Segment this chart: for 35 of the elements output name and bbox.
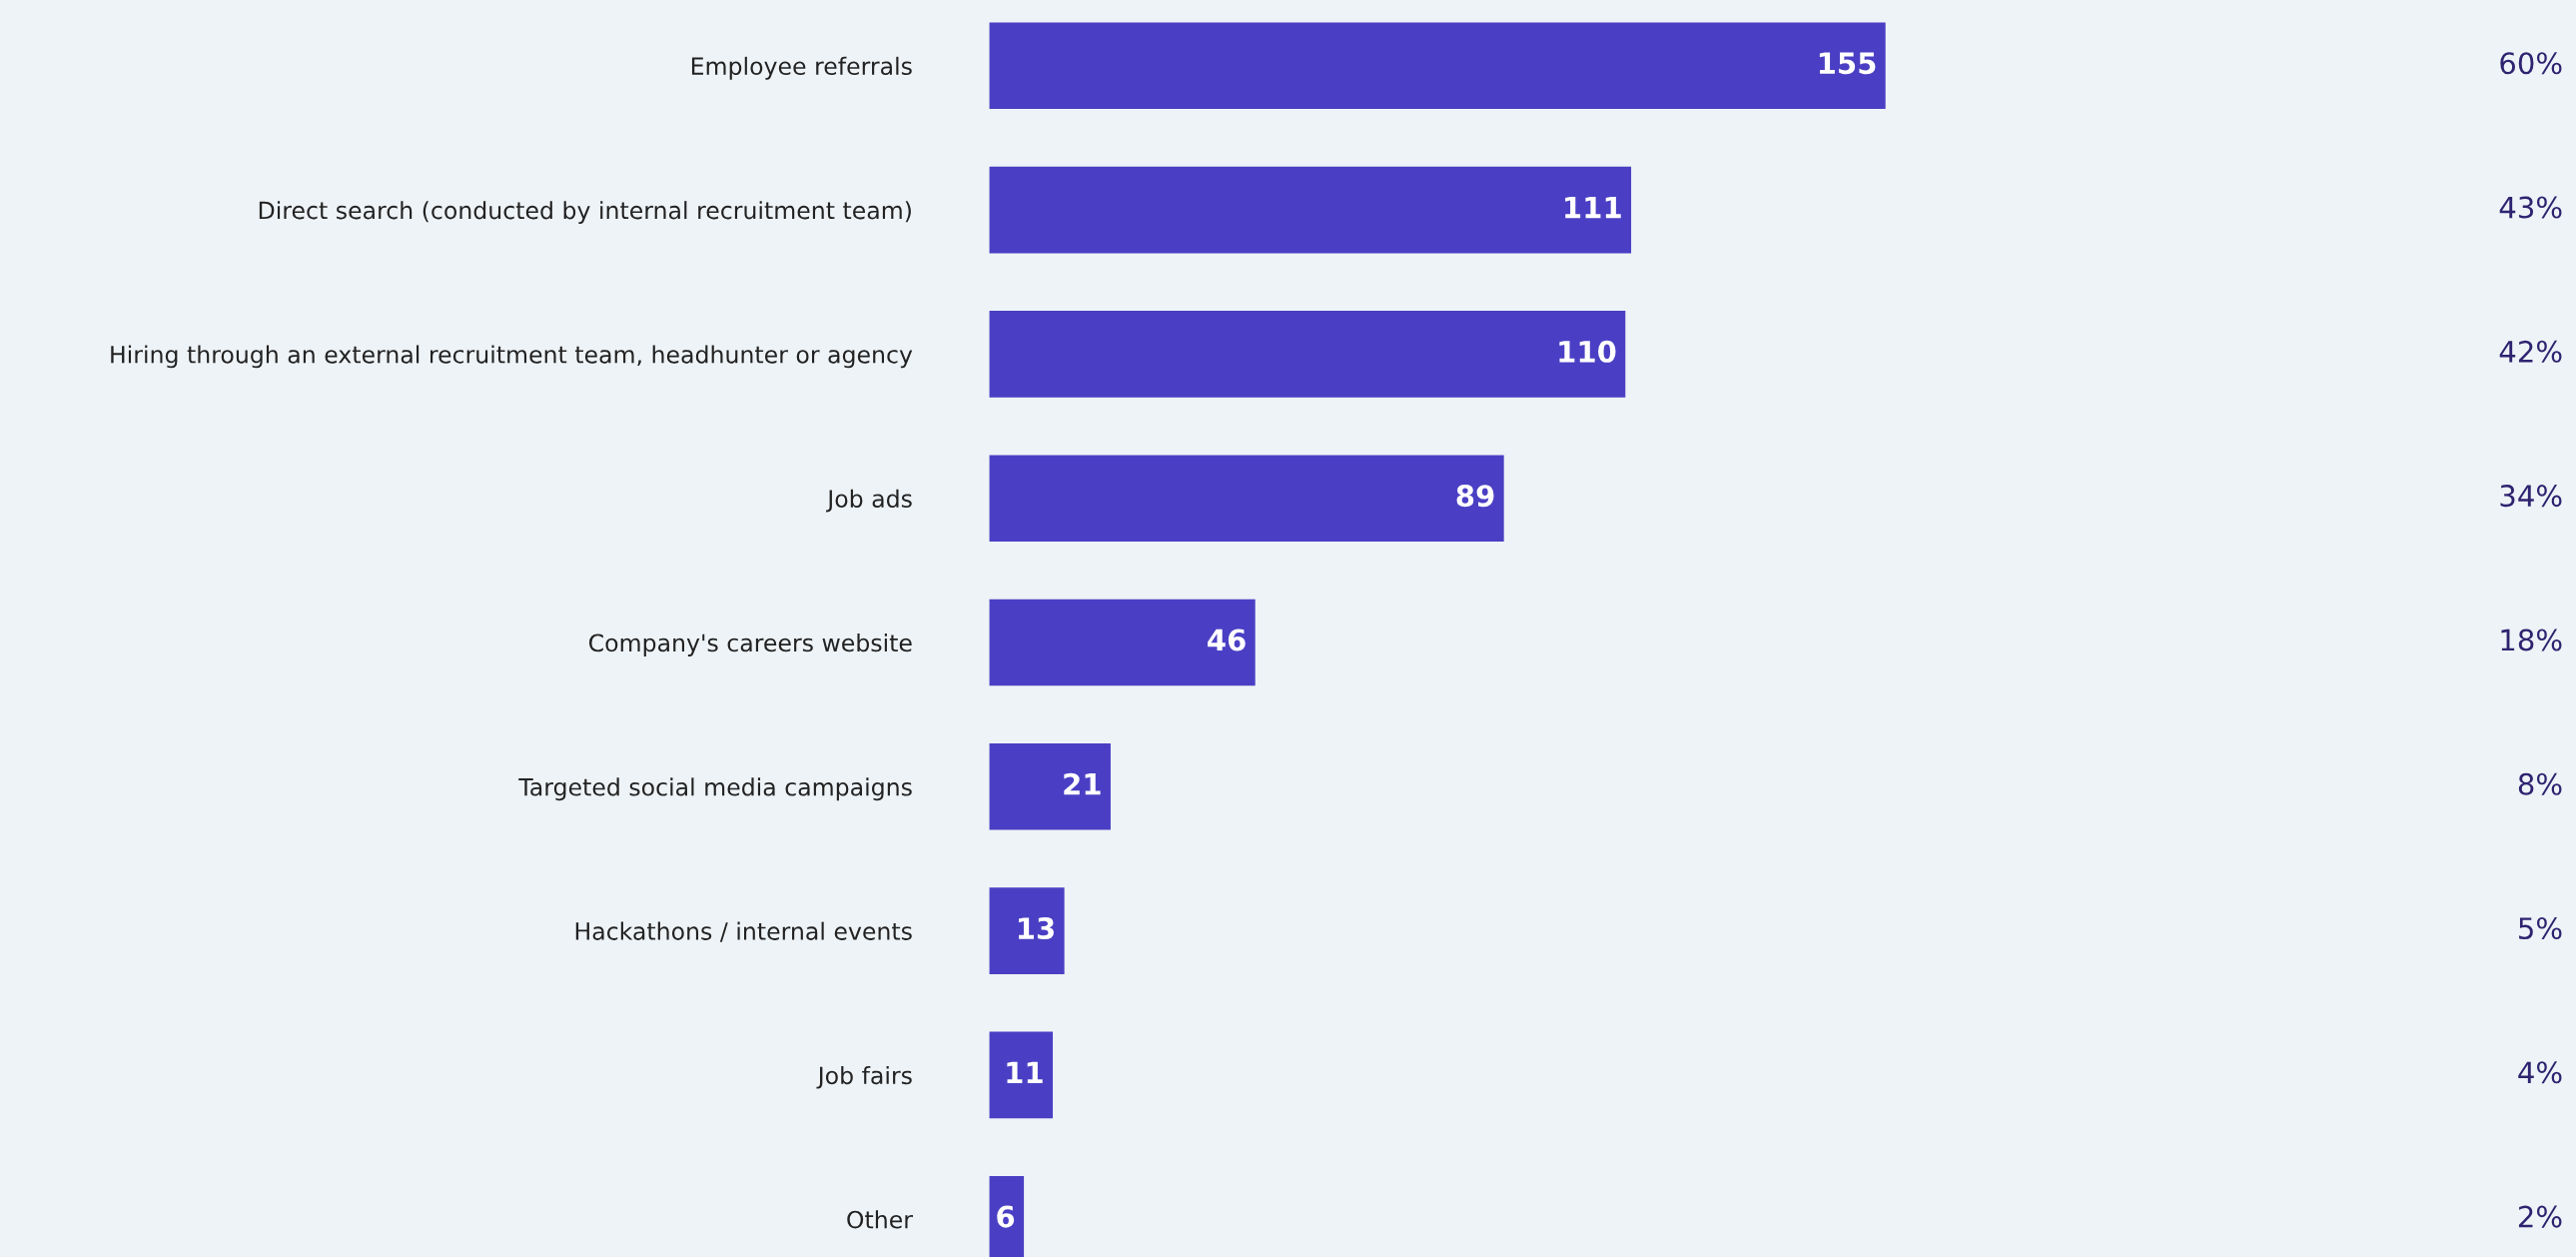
data-label: 13: [1018, 917, 1054, 940]
data-label: 111: [1565, 196, 1621, 219]
data-label: 11: [1007, 1061, 1043, 1083]
y-tick-label: Targeted social media campaigns: [518, 777, 912, 801]
data-label: 6: [997, 1205, 1015, 1228]
data-label: 46: [1208, 628, 1246, 651]
y-tick-label: Company's careers website: [588, 633, 912, 656]
bar: [989, 599, 1256, 686]
bar: [989, 455, 1504, 542]
bar: [989, 166, 1632, 254]
text: 8%: [2518, 772, 2562, 795]
data-label: 21: [1064, 772, 1101, 795]
bar: [989, 887, 1065, 974]
text: 4%: [2518, 1061, 2562, 1084]
text: 5%: [2519, 917, 2562, 940]
y-tick-label: Job fairs: [816, 1065, 912, 1089]
data-label: 89: [1456, 485, 1494, 508]
bar: [989, 1031, 1054, 1119]
y-tick-label: Employee referrals: [691, 56, 912, 80]
y-tick-label: Hackathons / internal events: [575, 921, 912, 942]
bar: [989, 22, 1886, 110]
y-tick-label: Direct search (conducted by internal recruitment team): [259, 201, 911, 224]
y-tick-label: Job ads: [826, 489, 912, 513]
text: 43%: [2499, 196, 2562, 219]
text: 34%: [2500, 485, 2562, 508]
text: 60%: [2500, 52, 2562, 75]
bar: [989, 311, 1626, 398]
y-tick-label: Other: [847, 1210, 913, 1229]
text: 2%: [2518, 1205, 2562, 1228]
text: 42%: [2499, 340, 2562, 363]
bar: [989, 743, 1111, 830]
data-label: 110: [1559, 340, 1616, 363]
text: 18%: [2501, 628, 2562, 651]
y-tick-label: Hiring through an external recruitment team, headhunter or agency: [111, 345, 913, 369]
data-label: 155: [1819, 52, 1876, 75]
